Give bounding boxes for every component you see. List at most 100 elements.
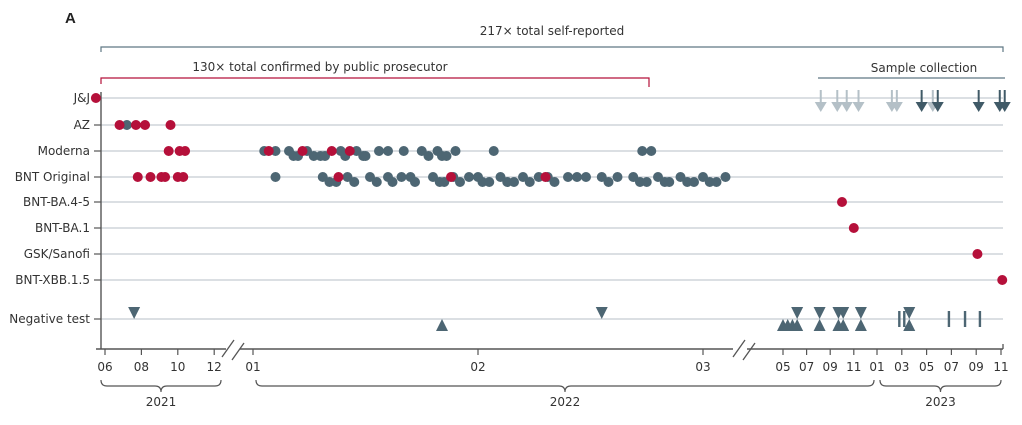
bracket-sample-collection: Sample collection xyxy=(818,61,1005,79)
x-tick-label: 10 xyxy=(170,360,185,374)
self-reported-dot xyxy=(509,177,519,187)
self-reported-dot xyxy=(612,172,623,182)
x-tick-label: 07 xyxy=(799,360,814,374)
confirmed-dot xyxy=(837,197,847,207)
bracket-confirmed: 130× total confirmed by public prosecuto… xyxy=(100,60,650,87)
sample-arrow-dark xyxy=(915,102,928,112)
confirmed-dot xyxy=(326,146,337,156)
self-reported-dot xyxy=(410,177,420,187)
x-tick-label: 11 xyxy=(993,360,1008,374)
x-tick-label: 09 xyxy=(823,360,838,374)
negative-test-up-triangle xyxy=(813,319,826,331)
year-bracket-2022 xyxy=(255,379,875,393)
year-label-2022: 2022 xyxy=(550,395,581,409)
axis-break-mark xyxy=(231,342,245,361)
confirmed-dot xyxy=(160,172,171,182)
confirmed-dot xyxy=(972,249,983,259)
confirmed-dot xyxy=(540,172,551,182)
y-axis-labels: J&J AZ Moderna BNT Original BNT-BA.4-5 BNT-BA… xyxy=(9,91,101,326)
negative-test-down-triangle xyxy=(854,307,867,319)
x-tick-label: 09 xyxy=(969,360,984,374)
y-label-gsk-sanofi: GSK/Sanofi xyxy=(24,247,90,261)
axis-break-mark xyxy=(732,339,746,358)
confirmed-dot xyxy=(163,146,174,156)
annotation-total-self-reported: 217× total self-reported xyxy=(480,24,625,38)
x-tick-label: 12 xyxy=(207,360,222,374)
sample-arrow-light xyxy=(852,102,865,112)
confirmed-dot xyxy=(997,275,1008,285)
y-label-moderna: Moderna xyxy=(38,144,90,158)
self-reported-dot xyxy=(720,172,731,182)
axis-break-mark xyxy=(221,339,235,358)
confirmed-dot xyxy=(140,120,151,130)
y-label-bnt-xbb-1-5: BNT-XBB.1.5 xyxy=(15,273,90,287)
bracket-total-self-reported: 217× total self-reported xyxy=(100,24,1004,52)
x-tick-label: 01 xyxy=(245,360,260,374)
confirmed-dot xyxy=(848,223,859,233)
negative-test-down-triangle xyxy=(837,307,850,319)
data-marks xyxy=(90,90,1011,331)
confirmed-dot xyxy=(178,172,189,182)
x-tick-label: 02 xyxy=(470,360,485,374)
year-label-2023: 2023 xyxy=(925,395,956,409)
sample-arrow-dark xyxy=(998,102,1011,112)
negative-test-down-triangle xyxy=(595,307,608,319)
self-reported-dot xyxy=(270,172,281,182)
sample-arrow-light xyxy=(840,102,853,112)
x-tick-label: 08 xyxy=(134,360,149,374)
negative-test-down-triangle xyxy=(813,307,826,319)
annotation-total-confirmed: 130× total confirmed by public prosecuto… xyxy=(192,60,447,74)
y-label-bnt-ba-4-5: BNT-BA.4-5 xyxy=(23,195,90,209)
x-tick-label: 11 xyxy=(846,360,861,374)
self-reported-dot xyxy=(524,177,535,187)
x-axis-ticks: 06 08 10 12 01 02 03 05 07 09 11 01 03 05 07 09 11 xyxy=(97,349,1009,374)
confirmed-dot xyxy=(132,172,143,182)
sample-arrow-light xyxy=(814,102,827,112)
self-reported-dot xyxy=(549,177,560,187)
negative-test-up-triangle xyxy=(903,319,916,331)
self-reported-dot xyxy=(396,172,407,182)
axes xyxy=(96,92,1004,361)
self-reported-dot xyxy=(464,172,474,182)
panel-label: A xyxy=(65,10,76,27)
sample-arrow-light xyxy=(831,102,844,112)
self-reported-dot xyxy=(488,146,499,156)
confirmed-dot xyxy=(263,146,274,156)
self-reported-dot xyxy=(387,177,398,187)
year-label-2021: 2021 xyxy=(146,395,177,409)
year-bracket-2023 xyxy=(879,379,1002,393)
y-label-j-j: J&J xyxy=(73,91,90,105)
x-tick-label: 06 xyxy=(97,360,112,374)
self-reported-dot xyxy=(383,146,393,156)
self-reported-dot xyxy=(455,177,465,187)
y-label-bnt-ba-1: BNT-BA.1 xyxy=(35,221,90,235)
confirmed-dot xyxy=(333,172,344,182)
self-reported-dot xyxy=(423,151,434,161)
self-reported-dot xyxy=(563,172,573,182)
y-label-negative-test: Negative test xyxy=(9,312,90,326)
self-reported-dot xyxy=(484,177,495,187)
negative-test-up-triangle xyxy=(854,319,867,331)
confirmed-dot xyxy=(165,120,176,130)
self-reported-dot xyxy=(603,177,614,187)
self-reported-dot xyxy=(121,120,132,130)
self-reported-dot xyxy=(581,172,591,182)
self-reported-dot xyxy=(711,177,722,187)
bracket-confirmed-line xyxy=(100,77,650,87)
confirmed-dot xyxy=(297,146,308,156)
axis-break-mark xyxy=(742,342,756,361)
confirmed-dot xyxy=(130,120,141,130)
negative-test-up-triangle xyxy=(791,319,804,331)
self-reported-dot xyxy=(572,172,582,182)
negative-test-down-triangle xyxy=(791,307,804,319)
self-reported-dot xyxy=(450,146,461,156)
self-reported-dot xyxy=(374,146,384,156)
year-bracket-2021 xyxy=(100,379,222,393)
gridlines xyxy=(101,97,1003,320)
negative-test-down-triangle xyxy=(903,307,916,319)
negative-test-down-triangle xyxy=(128,307,141,319)
confirmed-dot xyxy=(344,146,355,156)
self-reported-dot xyxy=(646,146,657,156)
self-reported-dot xyxy=(441,151,452,161)
self-reported-dot xyxy=(349,177,360,187)
